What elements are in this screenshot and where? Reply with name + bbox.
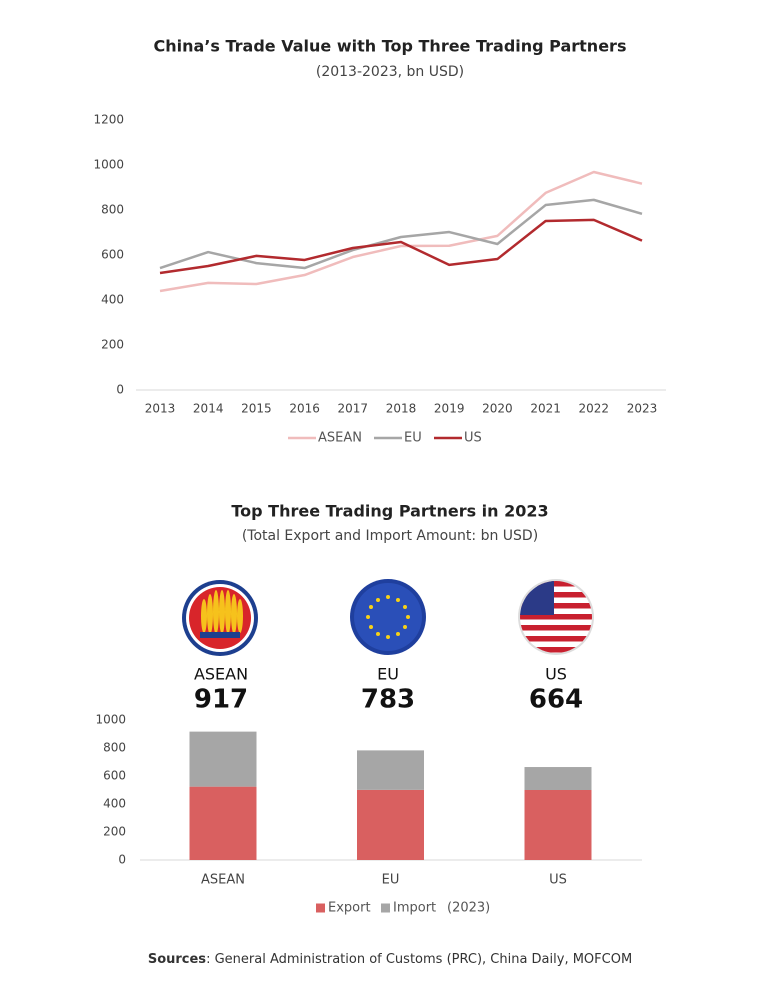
y-tick-label: 200: [101, 338, 124, 352]
y-tick-label: 400: [101, 293, 124, 307]
y-tick-label: 800: [101, 203, 124, 217]
bar-segment: [357, 789, 424, 860]
partner-name: US: [545, 665, 567, 684]
x-tick-label: 2020: [482, 402, 513, 416]
sources: Sources: General Administration of Custo…: [148, 952, 632, 967]
line: [159, 218, 643, 275]
y-tick-label: 1200: [93, 113, 124, 127]
legend-label: US: [464, 431, 482, 446]
y-tick-label: 200: [103, 825, 126, 839]
x-tick-label: 2021: [530, 402, 561, 416]
y-tick-label: 600: [101, 248, 124, 262]
us-flag: [518, 579, 594, 655]
line: [159, 198, 643, 270]
legend-note: (2023): [447, 901, 490, 916]
x-tick-label: 2013: [145, 402, 176, 416]
y-tick-label: 0: [116, 383, 124, 397]
x-tick-label: ASEAN: [201, 873, 245, 888]
partner-total: 917: [194, 685, 248, 715]
x-tick-label: 2017: [338, 402, 369, 416]
y-tick-label: 1000: [95, 713, 126, 727]
legend-label: EU: [404, 431, 422, 446]
bar-segment: [189, 786, 257, 860]
x-tick-label: 2015: [241, 402, 272, 416]
bar-segment: [524, 767, 592, 790]
legend-label: Export: [328, 901, 371, 916]
asean-flag: [182, 580, 258, 656]
y-tick-label: 400: [103, 797, 126, 811]
partner-total: 664: [529, 685, 583, 715]
x-tick-label: EU: [382, 873, 400, 888]
x-tick-label: 2018: [386, 402, 417, 416]
x-tick-label: US: [549, 873, 567, 888]
x-tick-label: 2014: [193, 402, 224, 416]
bar-segment: [189, 731, 257, 787]
chart-subtitle: (Total Export and Import Amount: bn USD): [242, 528, 538, 544]
eu-flag: [350, 579, 426, 655]
bar-segment: [524, 790, 592, 860]
partner-name: ASEAN: [194, 665, 248, 684]
y-tick-label: 800: [103, 741, 126, 755]
legend-swatch: [381, 903, 390, 913]
legend-swatch: [316, 903, 325, 913]
chart-subtitle: (2013-2023, bn USD): [316, 64, 464, 80]
sources-text: : General Administration of Customs (PRC…: [206, 952, 632, 967]
partner-total: 783: [361, 685, 415, 715]
sources-label: Sources: [148, 952, 206, 967]
chart-title: Top Three Trading Partners in 2023: [231, 502, 548, 521]
legend-label: Import: [393, 901, 436, 916]
y-tick-label: 1000: [93, 158, 124, 172]
chart-title: China’s Trade Value with Top Three Tradi…: [154, 37, 627, 56]
x-tick-label: 2019: [434, 402, 465, 416]
line: [159, 170, 643, 293]
y-tick-label: 600: [103, 769, 126, 783]
legend-label: ASEAN: [318, 431, 362, 446]
y-tick-label: 0: [118, 853, 126, 867]
x-tick-label: 2022: [579, 402, 610, 416]
bar-segment: [357, 750, 424, 790]
x-tick-label: 2016: [289, 402, 320, 416]
partner-name: EU: [377, 665, 399, 684]
x-tick-label: 2023: [627, 402, 658, 416]
